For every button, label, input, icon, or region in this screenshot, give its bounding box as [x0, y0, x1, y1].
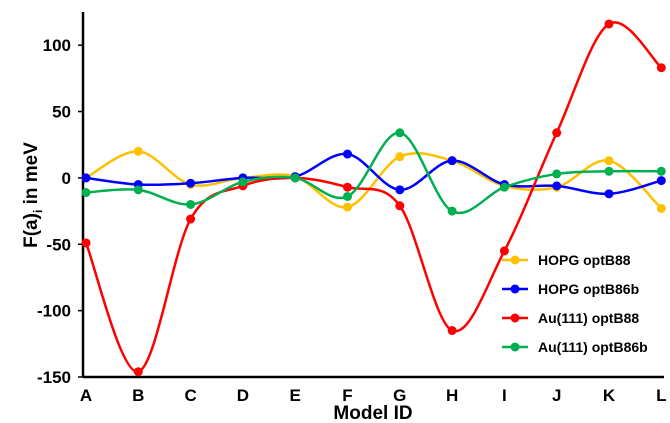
x-tick-label: L [656, 386, 666, 405]
x-tick-label: H [446, 386, 458, 405]
x-axis-title: Model ID [333, 403, 412, 423]
x-tick-label: E [290, 386, 301, 405]
series-line [84, 21, 663, 373]
series-1 [81, 146, 666, 213]
y-tick-label: -50 [46, 235, 71, 254]
y-tick-label: 100 [43, 36, 71, 55]
legend: HOPG optB88 HOPG optB86b Au(111) optB88 Au(… [502, 252, 648, 355]
data-point [343, 182, 352, 192]
data-point [343, 191, 352, 201]
series-3 [81, 19, 666, 377]
x-tick-label: A [80, 386, 92, 405]
data-point [656, 63, 666, 73]
data-point [395, 152, 405, 162]
legend-label: Au(111) optB86b [538, 339, 648, 355]
data-point [238, 177, 248, 187]
x-tick-labels: A B C D E F G H I J K L [80, 386, 667, 405]
data-point [186, 178, 196, 188]
y-tick-label: 0 [62, 169, 71, 188]
data-point [499, 182, 509, 192]
legend-item: HOPG optB88 [502, 252, 631, 268]
data-point [81, 173, 91, 183]
data-point [447, 326, 457, 336]
x-tick-label: I [502, 386, 507, 405]
legend-swatch-marker [510, 255, 520, 265]
data-point [395, 185, 405, 195]
data-point [343, 202, 352, 212]
data-point [81, 238, 91, 248]
y-tick-label: -150 [37, 368, 71, 387]
legend-label: Au(111) optB88 [538, 310, 639, 326]
data-point [604, 166, 614, 176]
data-point [133, 367, 143, 377]
data-point [186, 214, 196, 224]
legend-label: HOPG optB86b [538, 281, 639, 297]
data-point [395, 128, 405, 138]
legend-item: HOPG optB86b [502, 281, 639, 297]
series-4 [81, 128, 666, 216]
data-point [186, 199, 196, 209]
y-axis-title-subscript: i [31, 210, 45, 213]
data-point [604, 19, 614, 29]
data-point [447, 206, 457, 216]
y-tick-labels: -150 -100 -50 0 50 100 [37, 36, 83, 387]
data-point [133, 185, 143, 195]
legend-label: HOPG optB88 [538, 252, 631, 268]
data-point [604, 156, 614, 166]
data-point [552, 128, 562, 138]
data-point [552, 169, 562, 179]
x-tick-label: B [132, 386, 144, 405]
y-tick-label: 50 [52, 103, 71, 122]
data-point [656, 203, 666, 213]
x-tick-label: D [237, 386, 249, 405]
data-point [552, 181, 562, 191]
x-tick-label: F [342, 386, 352, 405]
legend-item: Au(111) optB88 [502, 310, 639, 326]
series-layer [81, 19, 666, 377]
x-tick-label: C [184, 386, 196, 405]
data-point [656, 176, 666, 186]
data-point [133, 146, 143, 156]
data-point [81, 188, 91, 198]
data-point [604, 189, 614, 199]
data-point [395, 201, 405, 211]
legend-swatch-marker [510, 284, 520, 294]
y-axis-title: F(a)i in meV [21, 142, 45, 248]
x-tick-label: J [552, 386, 561, 405]
x-tick-label: G [393, 386, 406, 405]
legend-swatch-marker [510, 342, 520, 352]
data-point [447, 156, 457, 166]
data-point [499, 246, 509, 256]
x-tick-label: K [603, 386, 616, 405]
y-tick-label: -100 [37, 302, 71, 321]
y-axis-title-main: F(a) [21, 213, 42, 248]
legend-item: Au(111) optB86b [502, 339, 648, 355]
data-point [343, 149, 352, 159]
data-point [656, 166, 666, 176]
data-point [290, 173, 300, 183]
legend-swatch-marker [510, 313, 520, 323]
y-axis-title-rest: in meV [21, 142, 42, 210]
